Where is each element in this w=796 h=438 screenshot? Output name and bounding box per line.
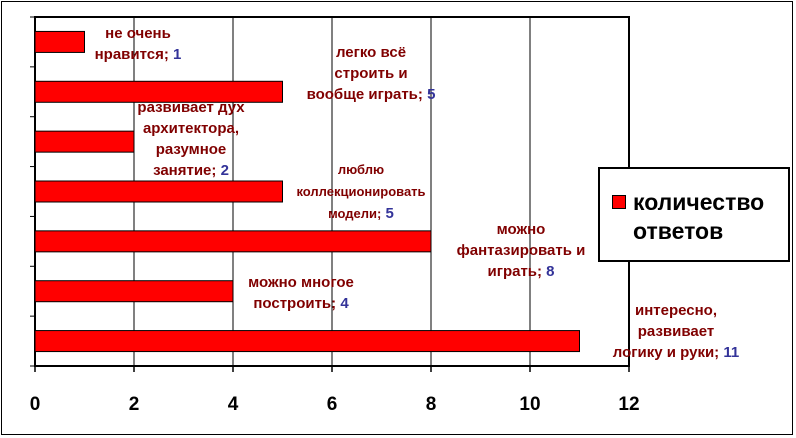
legend-label: количество ответов	[633, 189, 765, 244]
data-label-text: развивает дух	[137, 99, 245, 116]
data-label-value: 5	[381, 205, 394, 222]
bar	[34, 130, 135, 153]
bar	[34, 230, 432, 253]
data-label-value: 8	[542, 263, 555, 280]
data-label-text: легко всё	[336, 44, 406, 61]
data-label-text: вообще играть; 5	[307, 86, 436, 103]
bar	[34, 180, 283, 203]
x-tick-label: 4	[228, 394, 239, 415]
data-label-text: люблю	[338, 162, 384, 177]
data-label-text: можно	[497, 221, 546, 238]
bar	[34, 30, 85, 53]
x-tick-label: 8	[426, 394, 437, 415]
data-label-text: играть; 8	[487, 263, 554, 280]
legend-swatch	[612, 195, 626, 209]
data-label-text: можно многое	[248, 274, 354, 291]
x-tick-label: 12	[618, 394, 639, 415]
data-label-text: модели; 5	[328, 205, 394, 222]
x-tick-label: 6	[327, 394, 338, 415]
legend: количество ответов	[598, 167, 790, 262]
data-label-text: развивает	[638, 323, 714, 340]
bar	[34, 80, 283, 103]
data-label-text: логику и руки; 11	[613, 344, 739, 361]
data-label-value: 2	[216, 162, 229, 179]
bar	[34, 280, 234, 303]
data-label-value: 5	[423, 86, 436, 103]
data-label-text: не очень	[105, 25, 171, 42]
data-label-text: строить и	[334, 65, 407, 82]
bar	[34, 330, 580, 353]
data-label-text: интересно,	[635, 302, 717, 319]
data-label-text: архитектора,	[143, 120, 239, 137]
data-label-text: нравится; 1	[95, 46, 182, 63]
x-tick-label: 2	[129, 394, 140, 415]
data-label-value: 11	[719, 344, 739, 361]
data-label-value: 1	[169, 46, 182, 63]
data-label-text: фантазировать и	[457, 242, 586, 259]
x-tick-label: 0	[30, 394, 41, 415]
data-label-text: коллекционировать	[296, 184, 425, 199]
x-tick-label: 10	[519, 394, 540, 415]
data-label-text: занятие; 2	[153, 162, 229, 179]
data-label-text: разумное	[156, 141, 227, 158]
data-label-text: построить; 4	[253, 295, 349, 312]
data-label-value: 4	[336, 295, 349, 312]
